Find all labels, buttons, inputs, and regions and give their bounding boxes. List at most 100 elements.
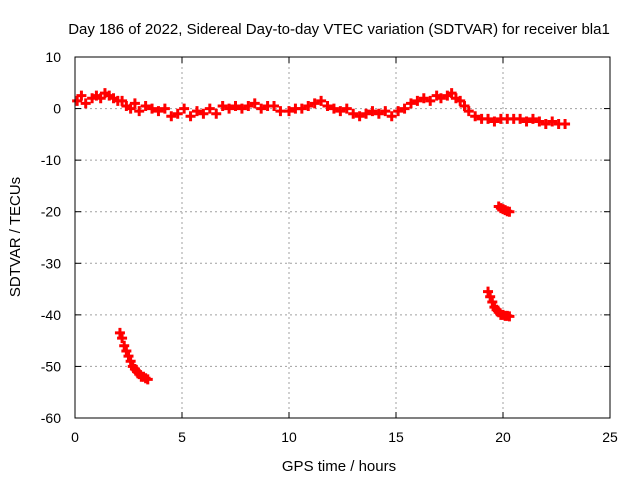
y-tick-label: 10 xyxy=(45,49,61,65)
y-tick-label: -20 xyxy=(41,204,61,220)
data-point xyxy=(236,103,247,114)
data-point xyxy=(459,100,470,111)
data-point xyxy=(95,93,106,104)
data-point xyxy=(76,90,87,101)
data-point xyxy=(393,106,404,117)
data-point xyxy=(142,374,153,385)
data-point xyxy=(361,108,372,119)
series-low-segment-3 xyxy=(493,201,515,217)
y-tick-label: -60 xyxy=(41,410,61,426)
x-tick-label: 25 xyxy=(602,429,618,445)
data-point xyxy=(316,95,327,106)
data-point xyxy=(485,291,496,302)
y-tick-label: -10 xyxy=(41,152,61,168)
data-point xyxy=(435,93,446,104)
data-point xyxy=(309,98,320,109)
data-point xyxy=(204,103,215,114)
data-point xyxy=(446,88,457,99)
data-point xyxy=(487,296,498,307)
data-point xyxy=(224,103,235,114)
x-tick-label: 15 xyxy=(388,429,404,445)
data-point xyxy=(159,103,170,114)
data-point xyxy=(328,103,339,114)
x-axis-ticks: 0 5 10 15 20 25 xyxy=(71,57,618,445)
data-point xyxy=(211,108,222,119)
data-point xyxy=(249,98,260,109)
data-point xyxy=(418,93,429,104)
data-point xyxy=(172,108,183,119)
data-point xyxy=(121,345,132,356)
series-low-segment-1 xyxy=(114,327,153,385)
x-tick-label: 20 xyxy=(495,429,511,445)
data-point xyxy=(134,106,145,117)
y-tick-label: -40 xyxy=(41,307,61,323)
data-point xyxy=(275,106,286,117)
y-axis-label: SDTVAR / TECUs xyxy=(7,177,24,297)
data-point xyxy=(515,113,526,124)
data-point xyxy=(284,106,294,117)
data-point xyxy=(540,119,551,130)
data-point xyxy=(527,113,538,124)
data-point xyxy=(198,108,209,119)
data-point xyxy=(80,98,91,109)
data-point xyxy=(560,119,571,130)
data-point xyxy=(547,116,558,127)
data-point xyxy=(125,103,136,114)
data-point xyxy=(269,100,280,111)
data-point xyxy=(147,103,158,114)
data-point xyxy=(191,106,202,117)
data-point xyxy=(534,116,545,127)
data-point xyxy=(179,103,190,114)
data-point xyxy=(483,286,494,297)
data-point xyxy=(243,100,254,111)
data-point xyxy=(166,111,177,122)
x-tick-label: 10 xyxy=(281,429,297,445)
data-point xyxy=(217,100,228,111)
data-point xyxy=(114,327,125,338)
data-point xyxy=(296,103,307,114)
data-point xyxy=(399,103,410,114)
x-tick-label: 5 xyxy=(178,429,186,445)
data-point xyxy=(230,100,241,111)
chart-title: Day 186 of 2022, Sidereal Day-to-day VTE… xyxy=(68,21,610,38)
data-point xyxy=(373,108,384,119)
data-point xyxy=(367,106,378,117)
data-point xyxy=(455,95,466,106)
data-point xyxy=(322,100,333,111)
x-tick-label: 0 xyxy=(71,429,79,445)
series-main xyxy=(72,88,571,130)
data-point xyxy=(504,206,515,217)
data-point xyxy=(521,116,532,127)
data-point xyxy=(153,106,164,117)
data-point xyxy=(348,108,359,119)
plot-frame xyxy=(74,56,611,419)
data-point xyxy=(335,106,346,117)
x-axis-label: GPS time / hours xyxy=(282,458,396,475)
data-point xyxy=(483,113,494,124)
y-tick-label: 0 xyxy=(53,101,61,117)
data-point xyxy=(425,95,436,106)
series-low-segment-2 xyxy=(483,286,515,322)
data-point xyxy=(185,111,196,122)
data-point xyxy=(489,116,500,127)
data-point xyxy=(463,106,474,117)
data-point xyxy=(504,311,515,322)
data-point xyxy=(386,111,397,122)
data-point xyxy=(117,333,128,344)
data-point xyxy=(341,103,352,114)
y-tick-label: -30 xyxy=(41,255,61,271)
data-point xyxy=(140,100,151,111)
data-point xyxy=(129,98,140,109)
data-point xyxy=(412,95,423,106)
data-point xyxy=(470,111,481,122)
data-point xyxy=(119,340,130,351)
data-points xyxy=(72,88,571,385)
data-point xyxy=(380,106,391,117)
data-point xyxy=(354,111,365,122)
data-point xyxy=(405,98,416,109)
data-point xyxy=(72,95,83,106)
data-point xyxy=(117,95,128,106)
data-point xyxy=(125,356,136,367)
